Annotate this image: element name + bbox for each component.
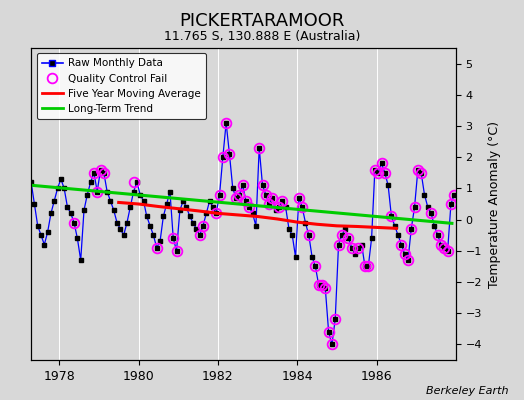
Text: 11.765 S, 130.888 E (Australia): 11.765 S, 130.888 E (Australia) (164, 30, 360, 43)
Legend: Raw Monthly Data, Quality Control Fail, Five Year Moving Average, Long-Term Tren: Raw Monthly Data, Quality Control Fail, … (37, 53, 206, 119)
Text: PICKERTARAMOOR: PICKERTARAMOOR (179, 12, 345, 30)
Text: Berkeley Earth: Berkeley Earth (426, 386, 508, 396)
Y-axis label: Temperature Anomaly (°C): Temperature Anomaly (°C) (488, 120, 500, 288)
